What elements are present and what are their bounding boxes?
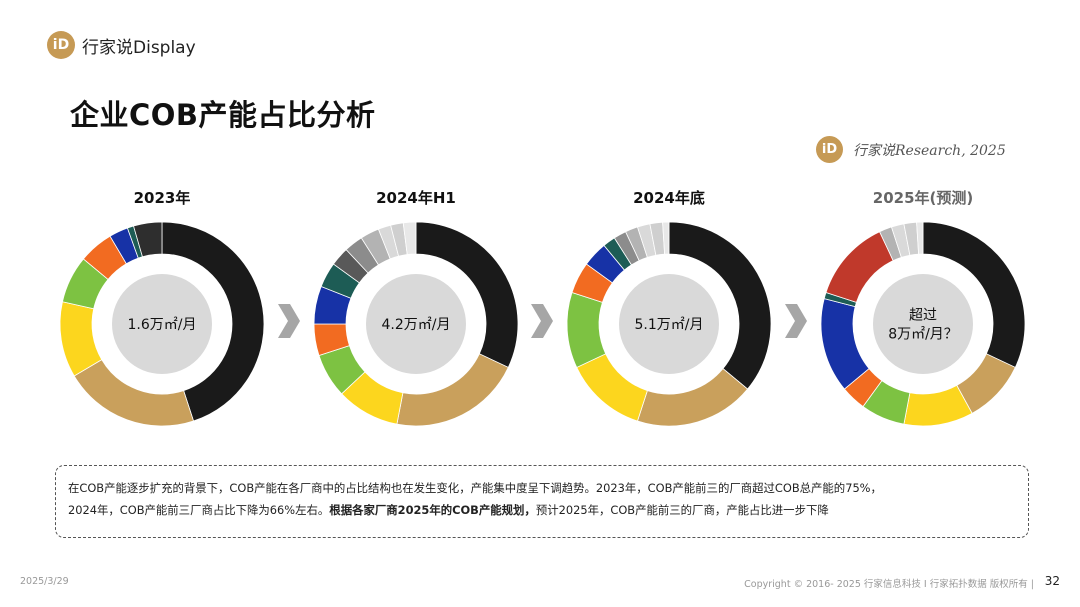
donut-2-center: [619, 274, 719, 374]
summary-line-2-tail: 预计2025年，COB产能前三的厂商，产能占比进一步下降: [535, 503, 829, 517]
donut-0-slice-0: [161, 221, 265, 422]
brand-name: 行家说Display: [82, 37, 196, 58]
donut-2-slice-0: [668, 221, 772, 390]
donut-2-slice-1: [636, 368, 749, 427]
page-number: 32: [1044, 574, 1060, 588]
donut-1-slice-12: [402, 221, 417, 255]
brand-logo-icon: iD: [47, 31, 75, 59]
donut-1-title: 2024年H1: [376, 189, 456, 207]
footer-copyright: Copyright © 2016- 2025 行家信息科技 I 行家拓扑数据 版…: [744, 579, 1034, 590]
page-title: 企业COB产能占比分析: [70, 98, 376, 132]
research-logo-icon: iD: [816, 136, 843, 163]
summary-line-2: 2024年，COB产能前三厂商占比下降为66%左右。根据各家厂商2025年的CO…: [68, 499, 1016, 521]
summary-line-2-bold: 根据各家厂商2025年的COB产能规划，: [329, 503, 536, 517]
donut-3-center: [873, 274, 973, 374]
footer-date: 2025/3/29: [20, 576, 69, 587]
donut-0-slice-7: [133, 221, 163, 258]
summary-line-1: 在COB产能逐步扩充的背景下，COB产能在各厂商中的占比结构也在发生变化，产能集…: [68, 481, 882, 495]
donut-3-slice-11: [916, 221, 924, 255]
donut-0-title: 2023年: [134, 189, 191, 207]
research-credit: iD 行家说Research, 2025: [816, 136, 1006, 163]
donut-1-center: [366, 274, 466, 374]
donut-2-slice-3: [566, 291, 607, 368]
summary-box: 在COB产能逐步扩充的背景下，COB产能在各厂商中的占比结构也在发生变化，产能集…: [55, 465, 1029, 538]
donut-0-center: [112, 274, 212, 374]
donut-2-title: 2024年底: [633, 189, 705, 207]
summary-line-2-regular: 2024年，COB产能前三厂商占比下降为66%左右。: [68, 503, 330, 517]
chevron-arrow-icon-1: [531, 304, 553, 338]
donut-1-center-label-0: 4.2万㎡/月: [382, 317, 451, 333]
donut-2-slice-11: [662, 221, 670, 255]
chevron-arrow-icon-0: [278, 304, 300, 338]
donut-3-slice-7: [825, 231, 894, 303]
chevron-arrow-icon-2: [785, 304, 807, 338]
research-credit-text: 行家说Research, 2025: [853, 142, 1006, 159]
donut-0-center-label-0: 1.6万㎡/月: [128, 317, 197, 333]
brand-header: iD 行家说Display: [47, 31, 196, 59]
donut-3-title: 2025年(预测): [873, 189, 973, 207]
donut-3-center-label-1: 8万㎡/月？: [888, 327, 958, 343]
donut-2-slice-2: [576, 353, 648, 422]
donut-2-center-label-0: 5.1万㎡/月: [635, 317, 704, 333]
donut-3-center-label-0: 超过: [909, 308, 937, 324]
